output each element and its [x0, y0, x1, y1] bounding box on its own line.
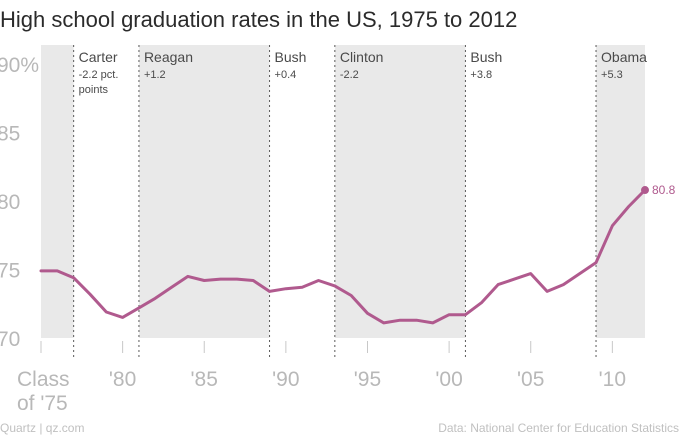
presidency-labels: Carter -2.2 pct. points Reagan +1.2 Bush +0.4 C… [79, 49, 648, 96]
x-tick-label-0-0: Class [17, 368, 70, 391]
presidency-change-0-1: points [79, 84, 109, 96]
x-tick-label-6-0: '05 [517, 368, 544, 391]
x-tick-label-7-0: '10 [599, 368, 626, 391]
presidency-change-2-0: +0.4 [275, 69, 297, 81]
shade-presidency-3 [334, 45, 466, 338]
series-end-point-0 [641, 186, 649, 195]
y-tick-label-3: 85 [0, 123, 20, 146]
presidency-name-0: Carter [79, 49, 118, 65]
x-tick-label-4-0: '95 [354, 368, 381, 391]
x-tick-label-0-1: of '75 [17, 392, 68, 415]
x-tick-label-2-0: '85 [191, 368, 218, 391]
x-tick-label-5-0: '00 [435, 368, 462, 391]
presidency-change-4-0: +3.8 [470, 69, 492, 81]
x-tick-label-1-0: '80 [109, 368, 136, 391]
y-tick-label-2: 80 [0, 191, 20, 214]
presidency-name-1: Reagan [144, 49, 193, 65]
shade-pre-period [41, 45, 74, 338]
y-tick-label-1: 75 [0, 260, 20, 283]
presidency-name-3: Clinton [340, 49, 384, 65]
presidency-shading [41, 45, 645, 338]
presidency-change-1-0: +1.2 [144, 69, 166, 81]
series-line-0 [39, 188, 647, 325]
y-tick-label-0: 70 [0, 328, 20, 351]
presidency-change-0-0: -2.2 pct. [79, 69, 119, 81]
chart-title: High school graduation rates in the US, … [0, 7, 517, 32]
presidency-change-3-0: -2.2 [340, 69, 359, 81]
shade-presidency-1 [138, 45, 270, 338]
presidency-name-5: Obama [601, 49, 647, 65]
series-layer: 80.8 [39, 183, 676, 325]
shade-presidency-5 [596, 45, 645, 338]
footer-source-right: Data: National Center for Education Stat… [438, 421, 679, 435]
presidency-name-4: Bush [470, 49, 502, 65]
presidency-name-2: Bush [275, 49, 307, 65]
x-tick-label-3-0: '90 [272, 368, 299, 391]
presidency-change-5-0: +5.3 [601, 69, 623, 81]
y-axis: 70 75 80 85 90% [0, 54, 39, 351]
series-end-label-0: 80.8 [652, 183, 676, 197]
y-tick-label-4: 90% [0, 54, 39, 77]
footer-source-left: Quartz | qz.com [0, 421, 84, 435]
